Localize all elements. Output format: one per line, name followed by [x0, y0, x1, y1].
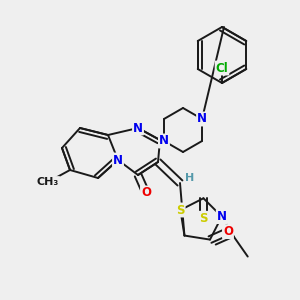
Text: H: H [185, 173, 195, 183]
Text: CH₃: CH₃ [37, 177, 59, 187]
Text: N: N [197, 112, 207, 125]
Text: S: S [176, 203, 184, 217]
Text: O: O [141, 187, 151, 200]
Text: N: N [159, 134, 169, 148]
Text: N: N [113, 154, 123, 166]
Text: N: N [217, 210, 227, 223]
Text: S: S [199, 212, 208, 225]
Text: O: O [223, 225, 233, 238]
Text: Cl: Cl [216, 61, 228, 74]
Text: N: N [133, 122, 143, 134]
